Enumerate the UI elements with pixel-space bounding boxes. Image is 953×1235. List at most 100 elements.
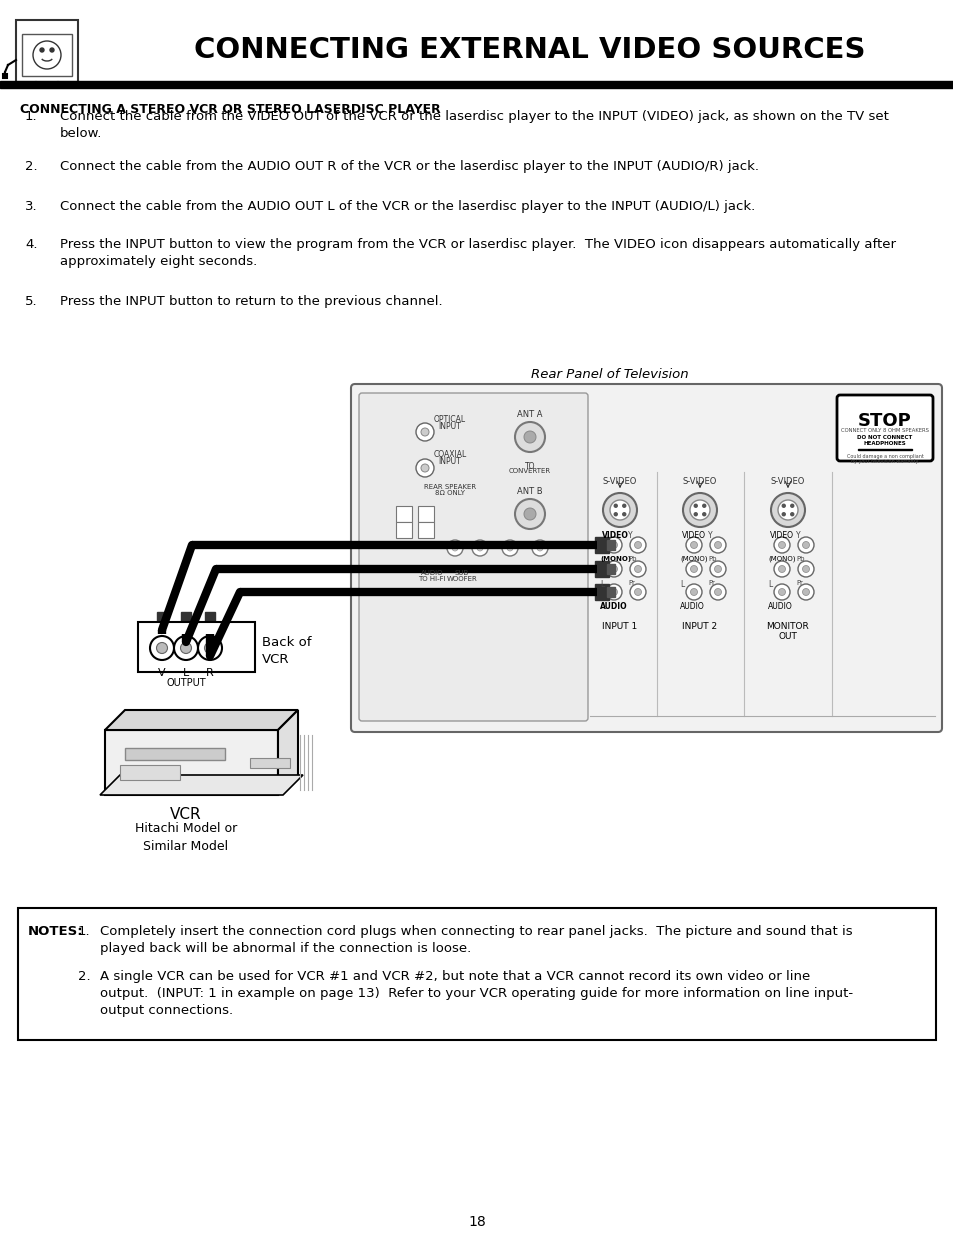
- Text: OPTICAL: OPTICAL: [434, 415, 466, 424]
- Circle shape: [797, 537, 813, 553]
- Text: V: V: [158, 668, 166, 678]
- Circle shape: [629, 584, 645, 600]
- Text: TO HI-FI: TO HI-FI: [417, 576, 445, 582]
- Circle shape: [773, 537, 789, 553]
- Circle shape: [634, 566, 640, 573]
- Circle shape: [447, 540, 462, 556]
- Text: Connect the cable from the AUDIO OUT L of the VCR or the laserdisc player to the: Connect the cable from the AUDIO OUT L o…: [60, 200, 755, 212]
- Text: L: L: [599, 580, 603, 589]
- Text: STOP: STOP: [858, 412, 911, 430]
- Text: HEADPHONES: HEADPHONES: [862, 441, 905, 446]
- Circle shape: [515, 499, 544, 529]
- Text: VIDEO: VIDEO: [769, 531, 793, 540]
- Circle shape: [629, 561, 645, 577]
- Bar: [595, 584, 608, 600]
- Circle shape: [790, 513, 793, 516]
- Circle shape: [773, 561, 789, 577]
- Circle shape: [790, 504, 793, 508]
- Text: 1.: 1.: [25, 110, 37, 124]
- Circle shape: [714, 566, 720, 573]
- Circle shape: [685, 561, 701, 577]
- Bar: [250, 758, 290, 768]
- Circle shape: [416, 424, 434, 441]
- Circle shape: [702, 504, 705, 508]
- Circle shape: [685, 584, 701, 600]
- Circle shape: [797, 561, 813, 577]
- Text: 1.: 1.: [78, 925, 91, 939]
- Circle shape: [605, 537, 621, 553]
- Circle shape: [770, 493, 804, 527]
- Circle shape: [694, 513, 697, 516]
- Circle shape: [532, 540, 547, 556]
- Text: Pb: Pb: [795, 556, 803, 562]
- Circle shape: [472, 540, 488, 556]
- Text: INPUT 1: INPUT 1: [601, 622, 637, 631]
- Text: S-VIDEO: S-VIDEO: [682, 477, 717, 487]
- Text: INPUT 2: INPUT 2: [681, 622, 717, 631]
- Text: (MONO): (MONO): [599, 556, 630, 562]
- Text: 8Ω ONLY: 8Ω ONLY: [435, 490, 464, 496]
- Circle shape: [476, 545, 482, 551]
- Circle shape: [778, 541, 784, 548]
- Text: WOOFER: WOOFER: [446, 576, 476, 582]
- Circle shape: [204, 642, 215, 653]
- Text: 4.: 4.: [25, 238, 37, 251]
- Circle shape: [602, 493, 637, 527]
- Polygon shape: [105, 710, 297, 730]
- Text: S-VIDEO: S-VIDEO: [602, 477, 637, 487]
- Circle shape: [778, 500, 797, 520]
- Circle shape: [610, 541, 617, 548]
- Bar: [395, 522, 412, 538]
- Text: Back of
VCR: Back of VCR: [262, 636, 312, 666]
- Bar: [595, 537, 608, 553]
- Bar: [417, 522, 434, 538]
- Circle shape: [614, 504, 617, 508]
- Text: INPUT: INPUT: [438, 422, 461, 431]
- Circle shape: [629, 537, 645, 553]
- Polygon shape: [277, 710, 297, 795]
- Text: Hitachi Model or
Similar Model: Hitachi Model or Similar Model: [134, 823, 237, 853]
- Text: Pr: Pr: [627, 580, 634, 585]
- Circle shape: [773, 584, 789, 600]
- Circle shape: [610, 589, 617, 595]
- Text: Completely insert the connection cord plugs when connecting to rear panel jacks.: Completely insert the connection cord pl…: [100, 925, 852, 955]
- Circle shape: [605, 584, 621, 600]
- Circle shape: [420, 464, 429, 472]
- Text: 2.: 2.: [25, 161, 37, 173]
- Text: Pr: Pr: [795, 580, 802, 585]
- Bar: [125, 748, 225, 760]
- Text: AUDIO: AUDIO: [599, 601, 627, 611]
- Circle shape: [605, 561, 621, 577]
- Bar: [16, 20, 78, 82]
- Text: AUDIO: AUDIO: [767, 601, 792, 611]
- Circle shape: [709, 537, 725, 553]
- Bar: [606, 587, 615, 597]
- Text: Pb: Pb: [627, 556, 636, 562]
- Text: 18: 18: [468, 1215, 485, 1229]
- Circle shape: [690, 589, 697, 595]
- Circle shape: [694, 504, 697, 508]
- Text: by your television warranty.: by your television warranty.: [850, 459, 918, 464]
- Circle shape: [515, 422, 544, 452]
- Text: TO: TO: [524, 462, 535, 471]
- Text: CONVERTER: CONVERTER: [508, 468, 551, 474]
- Bar: [606, 564, 615, 574]
- Circle shape: [690, 566, 697, 573]
- Text: REAR SPEAKER: REAR SPEAKER: [423, 484, 476, 490]
- Bar: [181, 613, 191, 626]
- FancyBboxPatch shape: [358, 393, 587, 721]
- Text: OUTPUT: OUTPUT: [166, 678, 206, 688]
- Circle shape: [33, 41, 61, 69]
- Circle shape: [781, 504, 784, 508]
- Bar: [595, 561, 608, 577]
- Bar: [120, 764, 180, 781]
- Circle shape: [40, 48, 44, 52]
- Text: L: L: [183, 668, 189, 678]
- Bar: [857, 448, 911, 450]
- Text: SUB: SUB: [455, 571, 469, 576]
- Circle shape: [778, 566, 784, 573]
- Text: S-VIDEO: S-VIDEO: [770, 477, 804, 487]
- Circle shape: [797, 584, 813, 600]
- Text: CONNECT ONLY 8 OHM SPEAKERS: CONNECT ONLY 8 OHM SPEAKERS: [841, 429, 928, 433]
- Text: (MONO): (MONO): [679, 556, 707, 562]
